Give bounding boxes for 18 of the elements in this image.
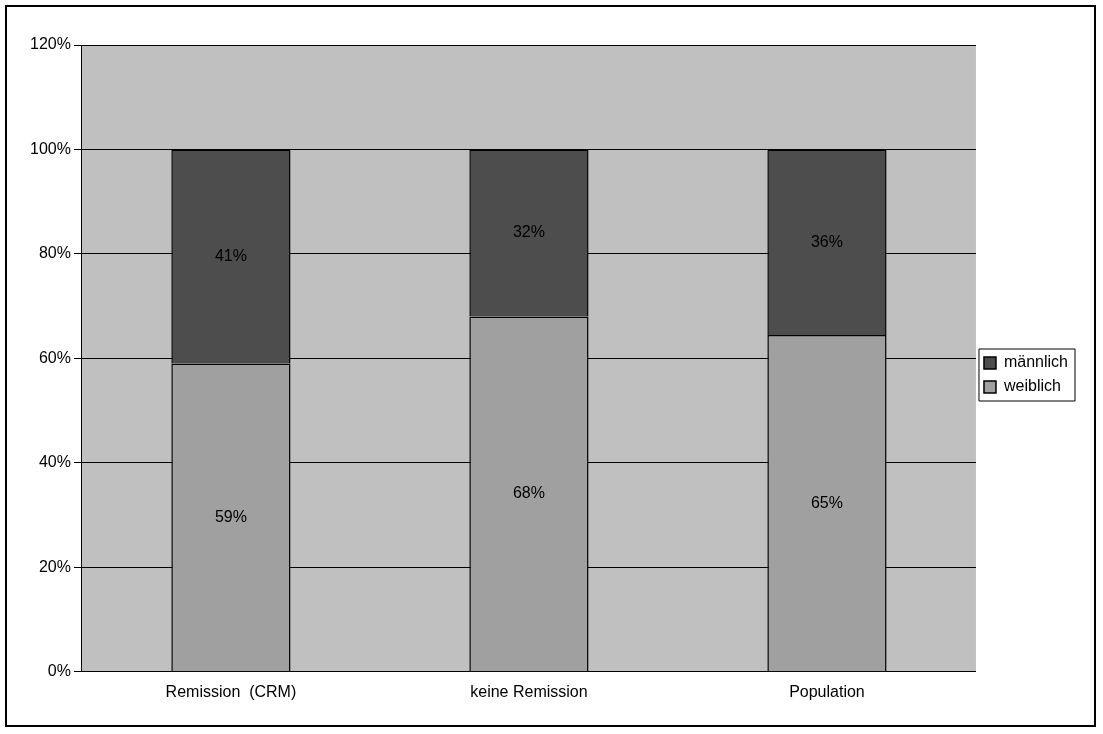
- data-label: 68%: [512, 484, 545, 502]
- y-tick-label: 20%: [38, 557, 71, 575]
- legend-label: männlich: [1003, 353, 1068, 371]
- data-label: 32%: [512, 223, 545, 241]
- y-tick-label: 60%: [38, 348, 71, 366]
- x-tick-label: Population: [789, 682, 865, 700]
- data-label: 41%: [214, 246, 247, 264]
- legend-label: weiblich: [1002, 377, 1061, 395]
- data-label: 59%: [214, 507, 247, 525]
- x-tick-label: keine Remission: [470, 682, 588, 700]
- y-tick-label: 0%: [47, 662, 71, 680]
- y-tick-label: 40%: [38, 453, 71, 471]
- y-tick-label: 100%: [30, 139, 71, 157]
- data-label: 65%: [810, 493, 843, 511]
- x-tick-label: Remission (CRM): [165, 682, 297, 700]
- y-tick-label: 120%: [30, 35, 71, 53]
- data-label: 36%: [810, 232, 843, 250]
- y-tick-label: 80%: [38, 244, 71, 262]
